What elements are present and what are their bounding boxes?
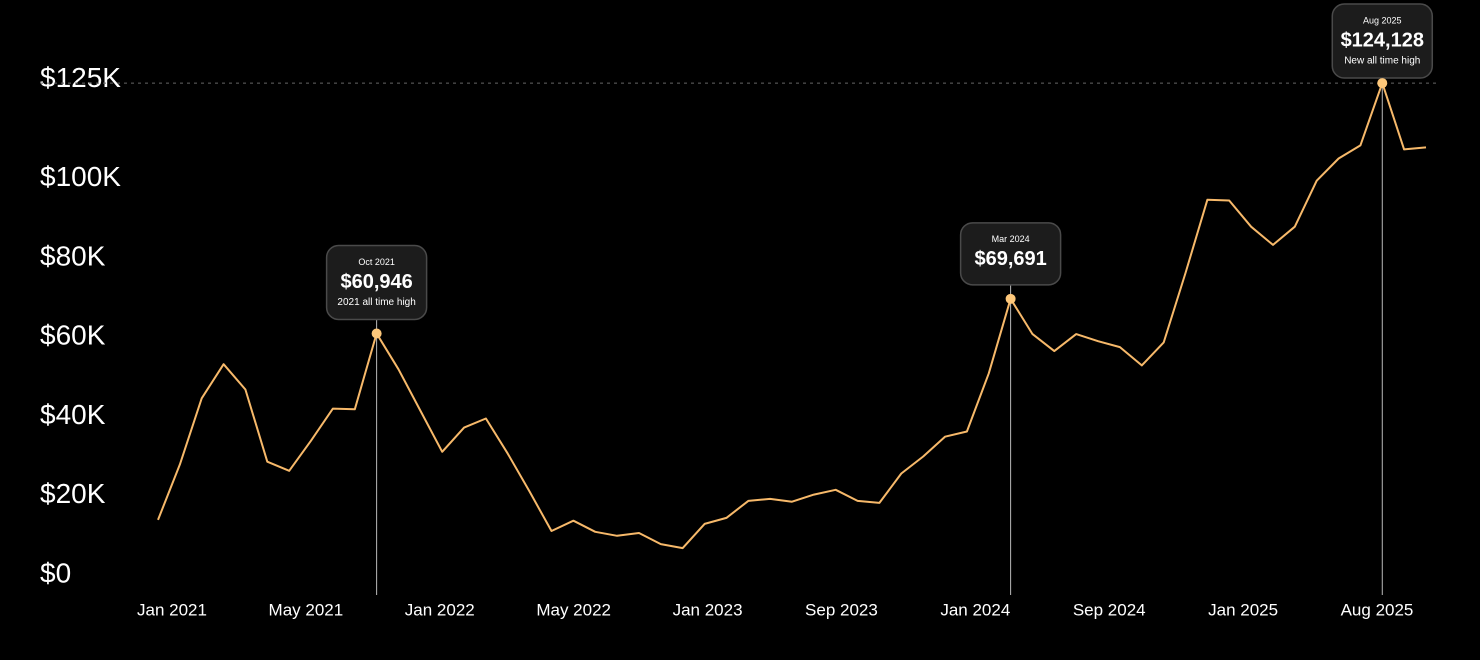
- y-tick-label: $40K: [40, 399, 106, 430]
- x-tick-label: Sep 2023: [805, 600, 878, 619]
- y-tick-label: $125K: [40, 62, 121, 93]
- peak-point: [1005, 293, 1016, 304]
- annotation-value: $69,691: [974, 248, 1046, 270]
- annotation-date: Aug 2025: [1363, 15, 1402, 25]
- x-tick-label: Jan 2022: [405, 600, 475, 619]
- annotation-date: Mar 2024: [992, 234, 1030, 244]
- x-tick-label: Jan 2021: [137, 600, 207, 619]
- price-line: [157, 82, 1427, 550]
- annotation-date: Oct 2021: [358, 257, 395, 267]
- y-tick-label: $20K: [40, 478, 106, 509]
- y-tick-label: $80K: [40, 240, 106, 271]
- peak-point: [371, 328, 382, 339]
- x-tick-label: Jan 2024: [940, 600, 1010, 619]
- y-tick-label: $0: [40, 557, 71, 588]
- annotation-box: [959, 222, 1062, 286]
- x-tick-label: May 2021: [269, 600, 344, 619]
- x-tick-label: May 2022: [536, 600, 611, 619]
- y-tick-label: $60K: [40, 320, 106, 351]
- annotation-value: $60,946: [340, 271, 412, 293]
- peak-point: [1377, 78, 1388, 89]
- x-tick-label: Jan 2025: [1208, 600, 1278, 619]
- annotation-value: $124,128: [1341, 29, 1424, 51]
- x-tick-label: Jan 2023: [673, 600, 743, 619]
- annotation-box: [325, 244, 428, 321]
- x-tick-label: Aug 2025: [1341, 600, 1414, 619]
- annotation-note: New all time high: [1344, 56, 1420, 67]
- annotation-note: 2021 all time high: [337, 297, 415, 308]
- annotation-box: [1331, 3, 1434, 79]
- y-tick-label: $100K: [40, 161, 121, 192]
- x-tick-label: Sep 2024: [1073, 600, 1146, 619]
